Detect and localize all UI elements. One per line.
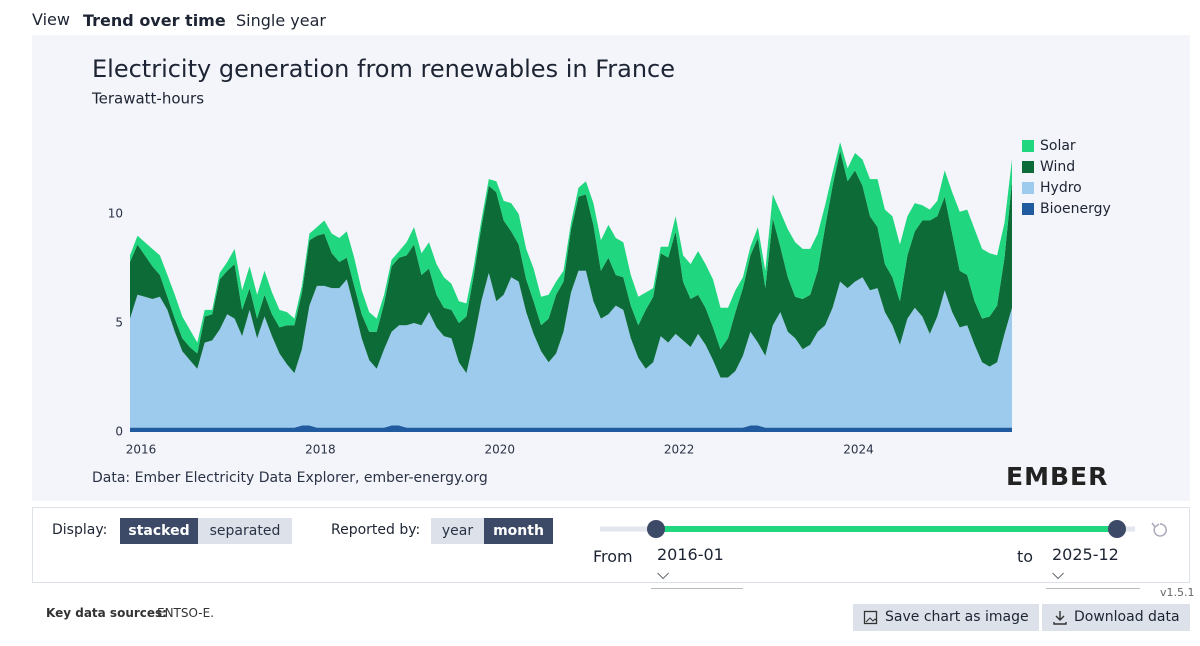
from-select[interactable]: 2016-01 ⌵ <box>651 545 743 589</box>
download-icon <box>1053 611 1067 625</box>
x-tick-label: 2016 <box>126 443 157 457</box>
legend-swatch <box>1022 203 1034 215</box>
logo: EMBER <box>1006 462 1108 491</box>
from-value: 2016-01 <box>657 545 724 564</box>
chart-title: Electricity generation from renewables i… <box>92 55 675 83</box>
range-slider <box>600 520 1167 538</box>
save-label: Save chart as image <box>885 609 1029 625</box>
download-button[interactable]: Download data <box>1042 604 1190 631</box>
save-button[interactable]: Save chart as image <box>853 604 1039 631</box>
y-tick-label: 5 <box>115 316 123 330</box>
legend-label: Solar <box>1040 138 1076 154</box>
toggle[interactable]: separated <box>198 518 292 544</box>
legend-swatch <box>1022 182 1034 194</box>
legend-swatch <box>1022 161 1034 173</box>
x-tick-label: 2024 <box>843 443 874 457</box>
legend-label: Wind <box>1040 159 1075 175</box>
y-tick-label: 10 <box>108 207 123 221</box>
sources-label: Key data sources: <box>46 606 167 620</box>
tab[interactable]: Single year <box>236 11 326 30</box>
area <box>130 270 1012 428</box>
reset-icon[interactable] <box>1151 522 1167 537</box>
image-icon <box>863 610 878 625</box>
area <box>130 150 1012 378</box>
sources: ENTSO-E. <box>157 606 215 620</box>
reported-label: Reported by: <box>331 522 421 538</box>
slider-handle[interactable] <box>647 520 665 538</box>
source: Data: Ember Electricity Data Explorer, e… <box>92 470 488 486</box>
to-select[interactable]: 2025-12 ⌵ <box>1046 545 1140 589</box>
y-tick-label: 0 <box>115 425 123 439</box>
to-label: to <box>1017 547 1034 566</box>
version: v1.5.1 <box>1160 586 1195 599</box>
display-label: Display: <box>52 522 108 538</box>
legend-label: Hydro <box>1040 180 1082 196</box>
toggle[interactable]: year <box>431 518 484 544</box>
slider-handle[interactable] <box>1108 520 1126 538</box>
download-label: Download data <box>1074 609 1180 625</box>
x-tick-label: 2022 <box>664 443 695 457</box>
from-label: From <box>593 547 633 566</box>
toggle[interactable]: month <box>484 518 553 544</box>
legend-swatch <box>1022 140 1034 152</box>
area <box>130 425 1012 432</box>
x-tick-label: 2018 <box>305 443 336 457</box>
chart-subtitle: Terawatt-hours <box>91 90 204 108</box>
controls-panel <box>32 507 1190 583</box>
to-value: 2025-12 <box>1052 545 1119 564</box>
x-tick-label: 2020 <box>485 443 516 457</box>
tabs-label: View <box>32 10 70 29</box>
toggle[interactable]: stacked <box>120 518 198 544</box>
legend-label: Bioenergy <box>1040 201 1111 217</box>
plot: 0 5 10 2016 2018 2020 2022 2024 Solar Wind Hydro Bi… <box>108 138 1111 457</box>
